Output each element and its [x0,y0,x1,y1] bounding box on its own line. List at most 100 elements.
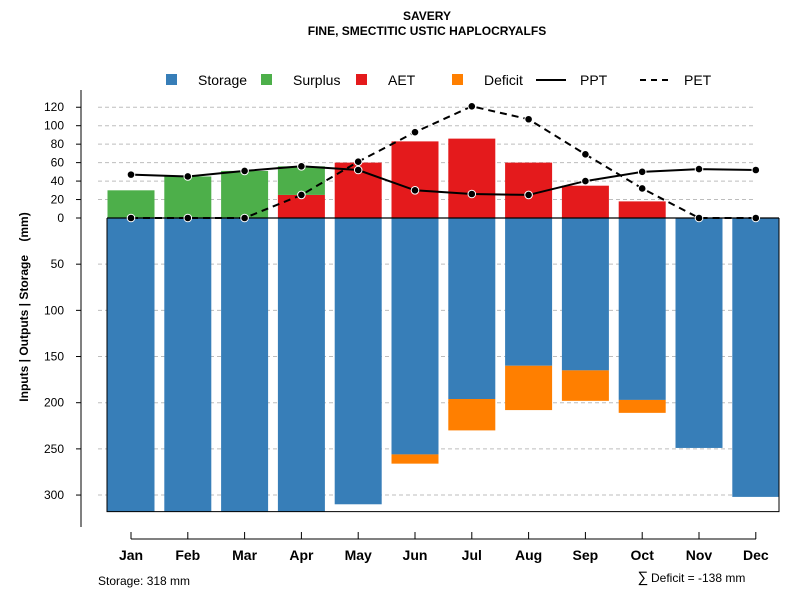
bar-aet-sep [561,185,609,218]
legend-item-storage: Storage [166,72,247,88]
point-pet-oct [637,184,647,193]
point-ppt-sep [581,176,590,186]
footer-storage: Storage: 318 mm [98,574,190,588]
bar-storage-aug [505,218,553,366]
x-tick-label-apr: Apr [289,547,314,563]
legend-swatch [166,74,177,85]
y-axis-label: Inputs | Outputs | Storage (mm) [17,212,31,401]
lines [106,102,780,513]
point-pet-dec [751,213,761,223]
point-ppt-dec [751,165,761,175]
bar-deficit-jun [391,454,439,464]
y-tick-label: 80 [51,137,65,151]
x-tick-label-oct: Oct [631,547,655,563]
point-ppt-may [353,165,363,175]
legend-item-surplus: Surplus [261,72,340,88]
legend: Storage Surplus AET Deficit PPT PET [166,72,712,88]
point-pet-nov [694,213,704,223]
point-pet-jul [467,102,477,111]
footer-sum-symbol: ∑ [638,569,649,586]
point-ppt-mar [240,166,249,176]
bar-storage-nov [675,218,723,448]
legend-label: PPT [580,72,608,88]
bar-surplus-mar [221,170,269,218]
bar-storage-feb [164,218,212,512]
bar-storage-jul [448,218,496,400]
bar-surplus-jan [107,190,155,218]
bar-aet-jul [448,138,496,218]
bar-deficit-oct [618,399,666,413]
footer-deficit: Deficit = -138 mm [651,571,745,585]
legend-label: PET [684,72,712,88]
x-tick-label-jan: Jan [119,547,143,563]
y-tick-label: 50 [51,257,65,271]
bar-storage-dec [732,218,780,497]
point-pet-apr [297,190,306,200]
legend-item-pet: PET [640,72,712,88]
y-tick-label: 250 [44,442,64,456]
point-pet-may [353,157,363,166]
legend-item-ppt: PPT [536,72,608,88]
x-tick-label-dec: Dec [743,547,769,563]
x-tick-label-nov: Nov [686,547,713,563]
point-pet-jun [410,127,420,137]
point-pet-sep [581,150,590,159]
bar-surplus-apr [277,166,325,195]
point-ppt-apr [297,162,306,171]
y-tick-label: 120 [44,100,64,114]
bar-storage-may [334,218,382,505]
bar-storage-mar [221,218,269,512]
x-tick-label-may: May [345,547,372,563]
y-tick-label: 100 [44,303,64,317]
bar-storage-jan [107,218,155,512]
bar-surplus-feb [164,176,212,218]
axes: 0 20 40 60 80 100 120 50 100 150 200 250 300 Jan Feb Ma… [44,90,769,563]
y-tick-label: 150 [44,350,64,364]
x-tick-label-feb: Feb [175,547,200,563]
legend-swatch [356,74,367,85]
point-ppt-jun [410,186,420,195]
point-ppt-feb [183,172,193,181]
line-ppt [130,165,756,196]
y-tick-label: 0 [57,211,64,225]
bar-storage-apr [277,218,325,512]
x-tick-label-aug: Aug [515,547,542,563]
bar-deficit-aug [505,365,553,411]
point-ppt-jan [126,170,136,179]
point-pet-mar [240,213,249,223]
line-pet [131,105,756,219]
bar-storage-jun [391,218,439,455]
bar-deficit-jul [448,399,496,431]
chart-title: SAVERY [403,9,451,23]
legend-label: Deficit [484,72,523,88]
legend-label: AET [388,72,416,88]
bar-deficit-sep [561,370,609,401]
point-pet-feb [183,213,193,223]
point-ppt-nov [694,164,704,174]
legend-item-aet: AET [356,72,416,88]
y-tick-label: 20 [51,193,65,207]
legend-swatch [452,74,463,85]
legend-item-deficit: Deficit [452,72,523,88]
bar-storage-sep [561,218,609,371]
bar-storage-oct [618,218,666,400]
x-tick-label-jul: Jul [462,547,482,563]
x-tick-label-jun: Jun [403,547,428,563]
bars [107,138,780,512]
point-ppt-oct [637,167,647,177]
chart-subtitle: FINE, SMECTITIC USTIC HAPLOCRYALFS [308,24,546,38]
legend-swatch [261,74,272,85]
point-ppt-jul [467,189,477,199]
y-tick-label: 300 [44,488,64,502]
bar-aet-jun [391,141,439,218]
point-ppt-aug [524,190,533,200]
x-tick-label-sep: Sep [573,547,599,563]
legend-label: Surplus [293,72,340,88]
y-tick-label: 100 [44,119,64,133]
x-tick-label-mar: Mar [232,547,257,563]
bar-aet-oct [618,201,666,218]
y-tick-label: 200 [44,396,64,410]
point-pet-jan [126,213,136,223]
y-tick-label: 40 [51,174,65,188]
